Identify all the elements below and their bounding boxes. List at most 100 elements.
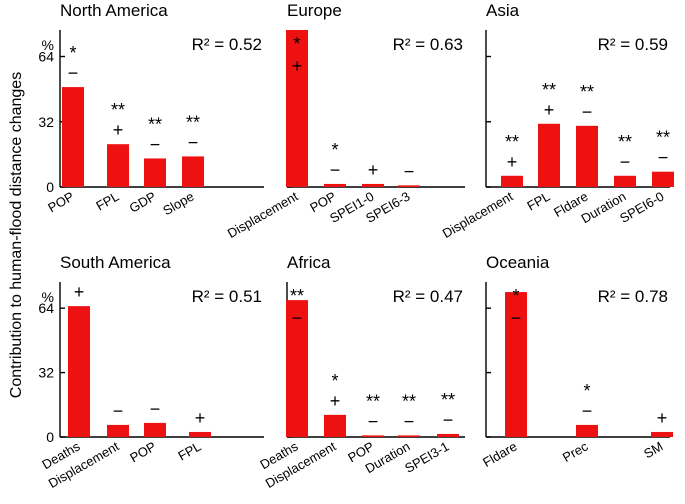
r-squared-label: R² = 0.78 xyxy=(598,287,668,306)
category-label: GDP xyxy=(127,189,159,216)
significance-stars: * xyxy=(583,381,590,401)
significance-stars: ** xyxy=(186,112,200,132)
bar xyxy=(398,435,420,437)
category-label: Prec xyxy=(560,438,591,465)
y-tick-label: 64 xyxy=(38,300,54,316)
bar xyxy=(362,183,384,187)
sign-marker: − xyxy=(330,160,341,180)
bar xyxy=(324,414,346,437)
bar xyxy=(505,292,527,437)
bar xyxy=(652,171,674,187)
r-squared-label: R² = 0.47 xyxy=(393,287,463,306)
sign-marker: + xyxy=(657,408,668,428)
sign-marker: − xyxy=(150,399,161,419)
bar xyxy=(398,185,420,187)
category-label: FPL xyxy=(524,189,552,214)
panel-title: North America xyxy=(60,1,168,20)
y-tick-label: 64 xyxy=(38,49,54,65)
sign-marker: − xyxy=(113,401,124,421)
sign-marker: + xyxy=(113,120,124,140)
bar xyxy=(651,431,673,437)
category-label: SPEI6-0 xyxy=(617,189,666,226)
significance-stars: ** xyxy=(618,132,632,152)
bar xyxy=(62,87,84,187)
sign-marker: − xyxy=(511,308,522,328)
category-label: SPEI3-1 xyxy=(402,439,451,476)
bar xyxy=(576,424,598,437)
bar xyxy=(437,433,459,437)
sign-marker: + xyxy=(507,152,518,172)
bar xyxy=(107,144,129,187)
r-squared-label: R² = 0.52 xyxy=(192,35,262,54)
significance-stars: ** xyxy=(402,391,416,411)
sign-marker: − xyxy=(404,161,415,181)
sign-marker: − xyxy=(150,134,161,154)
bar xyxy=(324,183,346,187)
sign-marker: − xyxy=(292,308,303,328)
sign-marker: + xyxy=(74,282,85,302)
significance-stars: ** xyxy=(656,128,670,148)
y-tick-label: 32 xyxy=(38,114,54,130)
percent-label: % xyxy=(42,37,54,53)
significance-stars: ** xyxy=(441,390,455,410)
sign-marker: + xyxy=(330,391,341,411)
significance-stars: ** xyxy=(111,100,125,120)
bar xyxy=(362,435,384,437)
bar xyxy=(576,125,598,187)
sign-marker: − xyxy=(188,132,199,152)
y-tick-label: 32 xyxy=(38,365,54,381)
bar xyxy=(182,156,204,187)
category-label: FPL xyxy=(175,439,203,464)
sign-marker: − xyxy=(68,63,79,83)
panel-title: Europe xyxy=(287,1,342,20)
sign-marker: − xyxy=(368,411,379,431)
y-axis-label: Contribution to human-flood distance cha… xyxy=(8,72,25,398)
category-label: Slope xyxy=(160,189,196,219)
significance-stars: ** xyxy=(290,286,304,306)
bar xyxy=(501,175,523,187)
category-label: SM xyxy=(641,439,665,462)
panel-title: Oceania xyxy=(486,253,550,272)
significance-stars: * xyxy=(69,43,76,63)
category-label: Fldare xyxy=(480,439,519,470)
sign-marker: + xyxy=(292,56,303,76)
sign-marker: + xyxy=(544,100,555,120)
significance-stars: ** xyxy=(505,132,519,152)
significance-stars: ** xyxy=(366,391,380,411)
y-tick-label: 0 xyxy=(46,179,54,195)
sign-marker: − xyxy=(658,148,669,168)
sign-marker: − xyxy=(582,401,593,421)
r-squared-label: R² = 0.63 xyxy=(393,35,463,54)
bar xyxy=(286,300,308,437)
percent-label: % xyxy=(42,289,54,305)
sign-marker: − xyxy=(620,152,631,172)
bar xyxy=(538,123,560,187)
sign-marker: − xyxy=(404,411,415,431)
category-label: Displacement xyxy=(225,188,301,241)
bar xyxy=(189,431,211,437)
significance-stars: ** xyxy=(580,82,594,102)
significance-stars: ** xyxy=(542,80,556,100)
sign-marker: − xyxy=(582,102,593,122)
bar xyxy=(614,175,636,187)
bar xyxy=(144,158,166,187)
y-tick-label: 0 xyxy=(46,429,54,445)
significance-stars: * xyxy=(512,286,519,306)
panel-title: Asia xyxy=(486,1,520,20)
r-squared-label: R² = 0.59 xyxy=(598,35,668,54)
panel-title: Africa xyxy=(287,253,331,272)
bar xyxy=(68,306,90,437)
sign-marker: − xyxy=(443,410,454,430)
bar xyxy=(286,30,308,187)
panel-title: South America xyxy=(60,253,171,272)
bar xyxy=(144,422,166,437)
sign-marker: + xyxy=(368,160,379,180)
category-label: POP xyxy=(127,439,158,466)
category-label: FPL xyxy=(93,189,121,214)
significance-stars: * xyxy=(331,371,338,391)
category-label: Displacement xyxy=(440,188,516,241)
significance-stars: * xyxy=(293,34,300,54)
sign-marker: + xyxy=(195,408,206,428)
bar xyxy=(107,424,129,437)
